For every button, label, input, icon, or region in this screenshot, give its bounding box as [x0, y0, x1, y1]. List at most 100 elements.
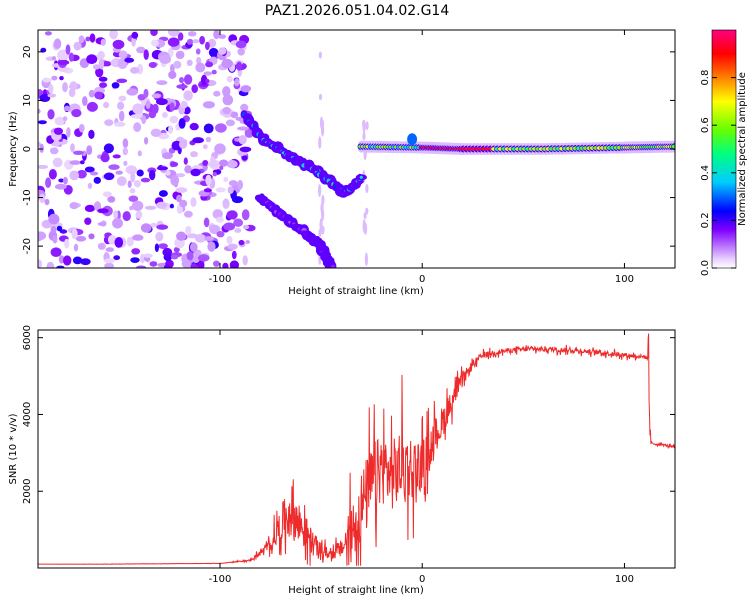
noise-blob [130, 114, 142, 119]
spectrogram-marks [38, 30, 675, 268]
noise-blob [69, 81, 78, 91]
noise-blob [107, 196, 116, 203]
noise-blob [226, 210, 238, 220]
noise-blob [192, 39, 200, 44]
noise-blob [169, 102, 175, 112]
noise-blob [162, 112, 168, 118]
noise-blob [39, 193, 46, 203]
noise-blob [179, 199, 188, 208]
noise-blob [226, 235, 233, 245]
noise-blob [48, 213, 60, 225]
noise-blob [209, 224, 221, 235]
noise-blob [141, 115, 147, 125]
noise-blob [118, 110, 125, 122]
noise-blob [183, 74, 193, 85]
noise-blob [122, 211, 131, 222]
noise-blob [73, 243, 79, 252]
noise-blob [158, 190, 168, 197]
noise-blob [42, 78, 52, 83]
noise-blob [140, 177, 151, 183]
noise-blob [50, 247, 62, 257]
noise-blob [222, 262, 229, 268]
noise-blob [231, 250, 237, 260]
noise-blob [186, 38, 194, 45]
noise-blob [179, 77, 184, 84]
noise-blob [154, 243, 159, 252]
noise-blob [156, 201, 168, 209]
noise-blob [152, 103, 159, 114]
y-tick-label: 20 [22, 45, 33, 58]
noise-blob [143, 88, 149, 98]
noise-blob [169, 203, 174, 209]
noise-blob [216, 231, 225, 238]
noise-blob [68, 52, 74, 62]
noise-blob [93, 176, 102, 184]
noise-blob [227, 243, 238, 250]
noise-blob [195, 62, 206, 73]
noise-blob [54, 183, 67, 190]
noise-blob [150, 222, 157, 228]
noise-blob [131, 31, 139, 39]
noise-blob [241, 155, 248, 161]
noise-blob [57, 49, 69, 61]
noise-blob [97, 222, 107, 226]
x-tick-label: 100 [615, 574, 634, 585]
y-tick-label: -20 [22, 238, 33, 254]
noise-blob [177, 32, 184, 41]
noise-blob [228, 180, 238, 187]
spot-mark [407, 133, 418, 146]
noise-blob [73, 41, 82, 51]
noise-blob [118, 95, 127, 102]
noise-blob [190, 168, 201, 177]
noise-blob [187, 31, 197, 37]
faint-streak [364, 252, 368, 266]
noise-blob [140, 223, 152, 233]
noise-blob [151, 93, 162, 99]
noise-blob [168, 30, 180, 37]
x-tick-label: 0 [419, 274, 425, 285]
noise-blob [155, 231, 164, 242]
noise-blob [117, 101, 125, 111]
noise-blob [219, 159, 229, 167]
y-tick-label: 2000 [22, 478, 33, 503]
noise-blob [202, 160, 209, 166]
noise-blob [58, 178, 65, 183]
noise-blob [192, 255, 200, 264]
faint-streak [363, 212, 367, 220]
noise-blob [85, 36, 91, 42]
noise-blob [179, 140, 188, 149]
y-tick-label: 4000 [22, 402, 33, 427]
noise-blob [225, 119, 235, 127]
noise-blob [203, 123, 214, 134]
snr-frame [37, 329, 676, 569]
faint-streak [318, 136, 322, 149]
noise-blob [144, 137, 149, 145]
noise-blob [39, 143, 44, 153]
noise-blob [45, 177, 52, 188]
noise-blob [239, 146, 252, 153]
noise-blob [115, 170, 123, 175]
noise-blob [90, 171, 99, 176]
y-tick-label: 0 [22, 146, 33, 152]
noise-blob [49, 147, 59, 155]
noise-blob [186, 251, 194, 261]
noise-blob [64, 238, 70, 249]
noise-blob [205, 174, 212, 186]
colorbar-ticks: 0.0 0.2 0.4 0.6 0.8 [700, 70, 736, 276]
ridge-core [330, 264, 336, 268]
colorbar: 0.0 0.2 0.4 0.6 0.8 Normalized spectral ampl… [700, 29, 748, 276]
noise-blob [242, 224, 250, 230]
noise-blob [190, 263, 198, 268]
noise-blob [84, 204, 95, 212]
noise-blob [109, 30, 118, 40]
noise-blob [184, 210, 193, 218]
noise-blob [103, 101, 110, 109]
noise-blob [69, 170, 79, 181]
noise-blob [185, 225, 192, 235]
noise-blob [57, 66, 70, 72]
noise-blob [194, 233, 206, 243]
noise-blob [176, 194, 182, 203]
noise-blob [149, 261, 158, 267]
noise-blob [116, 78, 128, 84]
noise-blob [238, 239, 245, 246]
